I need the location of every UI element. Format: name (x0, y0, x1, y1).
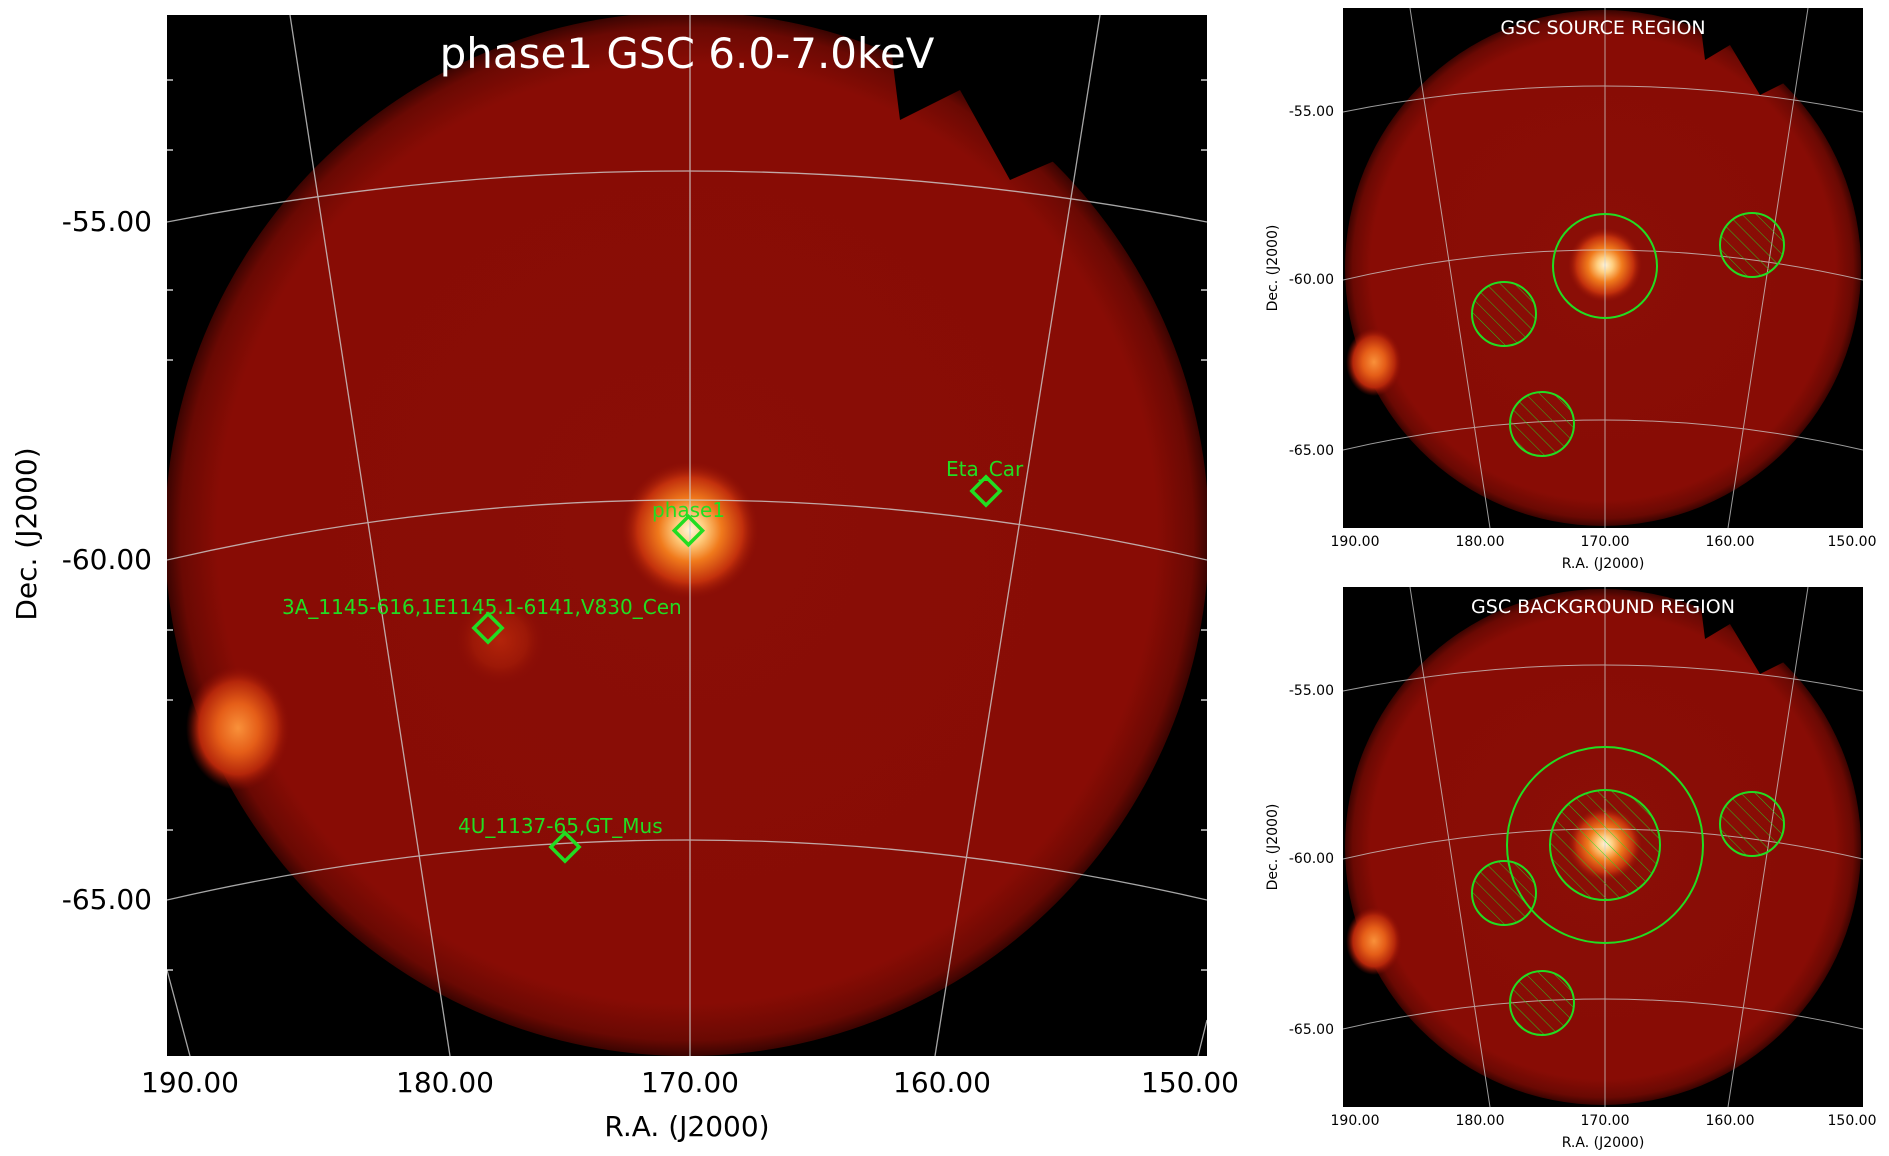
source-regions (1471, 212, 1785, 457)
marker-3a1145 (471, 611, 505, 645)
source-xlabel: R.A. (J2000) (1562, 556, 1645, 572)
main-coordinate-grid (167, 15, 1207, 1056)
marker-eta-car (969, 474, 1003, 508)
main-xtick-label: 170.00 (641, 1066, 739, 1099)
background-ylabel: Dec. (J2000) (1265, 804, 1281, 891)
background-xtick-label: 150.00 (1828, 1113, 1877, 1129)
source-label-eta-car: Eta_Car (946, 457, 1024, 481)
main-ytick-label: -60.00 (62, 543, 152, 576)
main-ytick-label: -55.00 (62, 205, 152, 238)
source-xtick-label: 190.00 (1331, 534, 1380, 550)
source-xtick-label: 170.00 (1581, 534, 1630, 550)
source-xtick-label: 160.00 (1706, 534, 1755, 550)
main-xlabel: R.A. (J2000) (604, 1110, 769, 1143)
source-xtick-label: 180.00 (1456, 534, 1505, 550)
background-xtick-label: 180.00 (1456, 1113, 1505, 1129)
source-ytick-label: -55.00 (1289, 104, 1334, 120)
main-source-markers (471, 474, 1003, 864)
main-frame-ticks (167, 79, 1207, 971)
background-ytick-label: -60.00 (1289, 851, 1334, 867)
main-title: phase1 GSC 6.0-7.0keV (440, 29, 935, 78)
exclusion-region-circle (1509, 391, 1575, 457)
main-xtick-label: 160.00 (893, 1066, 991, 1099)
exclusion-region-circle (1719, 212, 1785, 278)
background-ytick-label: -55.00 (1289, 683, 1334, 699)
background-ytick-label: -65.00 (1289, 1022, 1334, 1038)
source-ytick-label: -60.00 (1289, 272, 1334, 288)
main-xtick-label: 190.00 (141, 1066, 239, 1099)
source-label-phase1: phase1 (652, 498, 725, 522)
background-panel-title: GSC BACKGROUND REGION (1471, 596, 1735, 618)
exclusion-region-circle (1471, 281, 1537, 347)
background-regions (1471, 746, 1785, 1036)
exclusion-region-circle (1719, 791, 1785, 857)
main-xtick-label: 180.00 (396, 1066, 494, 1099)
source-label-3a1145: 3A_1145-616,1E1145.1-6141,V830_Cen (282, 595, 682, 619)
main-ytick-label: -65.00 (62, 883, 152, 916)
background-xlabel: R.A. (J2000) (1562, 1135, 1645, 1151)
main-edge-emission (186, 666, 290, 790)
main-panel: phase1 Eta_Car 3A_1145-616,1E1145.1-6141… (10, 15, 1239, 1143)
background-annulus-inner (1549, 789, 1661, 901)
marker-4u1137 (548, 830, 582, 864)
exclusion-region-circle (1509, 970, 1575, 1036)
main-xtick-label: 150.00 (1141, 1066, 1239, 1099)
source-panel-title: GSC SOURCE REGION (1500, 17, 1705, 39)
main-faint-emission (455, 595, 545, 685)
background-xtick-label: 160.00 (1706, 1113, 1755, 1129)
exclusion-region-circle (1471, 860, 1537, 926)
background-annulus-outer (1506, 746, 1704, 944)
background-xtick-label: 190.00 (1331, 1113, 1380, 1129)
marker-phase1 (671, 513, 706, 548)
source-xtick-label: 150.00 (1828, 534, 1877, 550)
source-ytick-label: -65.00 (1289, 443, 1334, 459)
main-ylabel: Dec. (J2000) (10, 447, 43, 620)
background-xtick-label: 170.00 (1581, 1113, 1630, 1129)
source-ylabel: Dec. (J2000) (1265, 225, 1281, 312)
source-region-circle (1552, 213, 1658, 319)
source-region-panel: GSC SOURCE REGION -55.00 -60.00 -65.00 1… (1265, 8, 1877, 572)
background-region-panel: GSC BACKGROUND REGION -55.00 -60.00 -65.… (1265, 587, 1877, 1151)
source-label-4u1137: 4U_1137-65,GT_Mus (458, 814, 663, 838)
